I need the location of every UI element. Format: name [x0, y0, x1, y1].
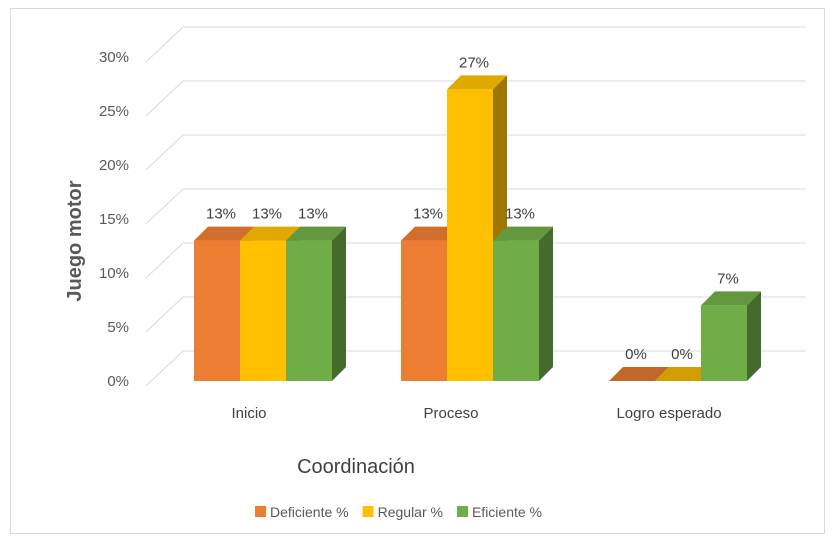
bar [493, 226, 553, 381]
gridline [145, 26, 806, 63]
legend-label: Eficiente % [472, 504, 542, 520]
bar [701, 291, 761, 381]
bar [609, 367, 669, 381]
x-axis-title: Coordinación [297, 456, 415, 478]
bar-front [240, 240, 286, 381]
bar-top [240, 226, 300, 241]
bar-top [194, 226, 254, 241]
y-tick-label: 0% [107, 373, 129, 390]
category-label: Proceso [423, 405, 478, 422]
chart-svg: 0% 5% 10% 15% 20% 25% 30% 13% 13% 13% 13% 27% 13% 0%… [64, 26, 806, 520]
y-tick-label: 10% [99, 265, 129, 282]
data-label: 0% [625, 346, 647, 363]
bar-side [747, 291, 761, 381]
y-tick-label: 20% [99, 157, 129, 174]
legend-item: Eficiente % [456, 504, 542, 520]
bar-side [539, 226, 553, 381]
bar-front [194, 240, 240, 381]
data-label: 13% [252, 206, 282, 223]
data-label: 7% [717, 270, 739, 287]
gridline [145, 242, 806, 279]
gridlines [145, 26, 806, 387]
bar-top [655, 367, 715, 381]
y-tick-label: 30% [99, 49, 129, 66]
y-axis-ticks: 0% 5% 10% 15% 20% 25% 30% [99, 49, 129, 390]
bar-top [286, 226, 346, 241]
category-label: Inicio [231, 405, 266, 422]
y-tick-label: 25% [99, 103, 129, 120]
bar-top [701, 291, 761, 306]
data-label: 27% [459, 54, 489, 71]
legend-item: Regular % [362, 504, 443, 520]
data-label: 13% [298, 206, 328, 223]
bar-front [493, 240, 539, 381]
y-tick-label: 15% [99, 211, 129, 228]
gridline [145, 296, 806, 333]
bar-front [401, 240, 447, 381]
gridline [145, 80, 806, 117]
chart-frame: 0% 5% 10% 15% 20% 25% 30% 13% 13% 13% 13% 27% 13% 0%… [10, 8, 825, 534]
gridline [145, 350, 806, 387]
data-label: 0% [671, 346, 693, 363]
gridline [145, 134, 806, 171]
y-tick-label: 5% [107, 319, 129, 336]
legend-swatch [362, 506, 374, 517]
data-label: 13% [505, 206, 535, 223]
legend-label: Deficiente % [270, 504, 349, 520]
legend-item: Deficiente % [255, 504, 349, 520]
legend-swatch [255, 506, 266, 517]
legend-swatch [456, 506, 468, 517]
bar-front [447, 89, 493, 382]
bar-side [332, 226, 346, 381]
bar-front [286, 240, 332, 381]
legend: Deficiente % Regular % Eficiente % [255, 504, 542, 520]
bar-top [493, 226, 553, 241]
data-label: 13% [413, 206, 443, 223]
bar [286, 226, 346, 381]
bar-front [701, 305, 747, 381]
bar-top [447, 75, 507, 90]
bar-top [609, 367, 669, 381]
y-axis-title: Juego motor [64, 180, 86, 301]
gridline [145, 188, 806, 225]
category-label: Logro esperado [616, 405, 721, 422]
x-axis-categories: Inicio Proceso Logro esperado [231, 405, 721, 422]
data-label: 13% [206, 206, 236, 223]
bar-top [401, 226, 461, 241]
bar [655, 367, 715, 381]
legend-label: Regular % [378, 504, 443, 520]
bars [194, 75, 761, 382]
data-labels: 13% 13% 13% 13% 27% 13% 0% 0% 7% [206, 54, 739, 363]
